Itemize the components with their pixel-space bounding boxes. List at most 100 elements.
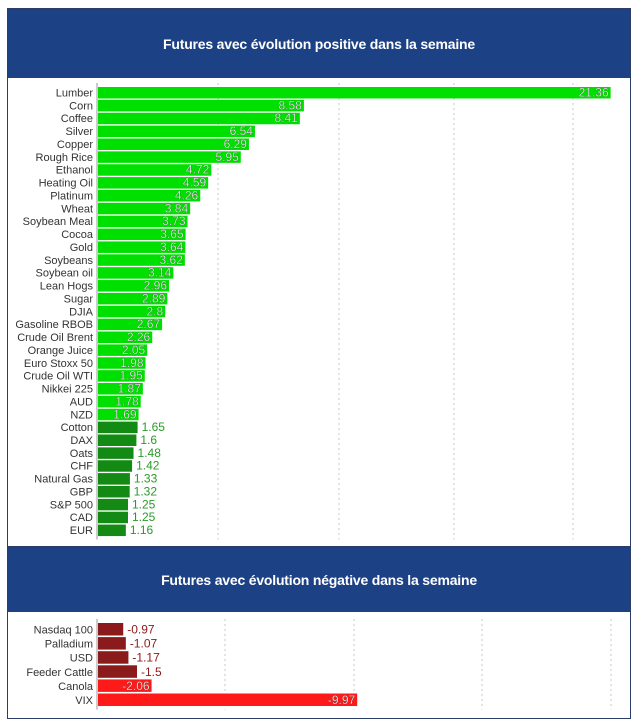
category-label-crude-oil-brent: Crude Oil Brent (17, 332, 93, 344)
value-label-gold: 3.64 (160, 240, 184, 254)
bar-natural-gas (98, 473, 130, 485)
negative-title-banner: Futures avec évolution négative dans la … (8, 548, 630, 612)
value-label-heating-oil: 4.59 (183, 176, 207, 190)
category-label-chf: CHF (70, 461, 93, 473)
value-label-chf: 1.42 (136, 459, 160, 473)
bar-canola (98, 679, 152, 692)
value-label-djia: 2.8 (147, 304, 164, 318)
bar-gbp (98, 485, 130, 498)
category-label-palladium: Palladium (45, 639, 93, 651)
bar-sugar (98, 292, 168, 305)
bar-usd (98, 651, 129, 664)
value-label-vix: -9.97 (328, 693, 356, 707)
value-label-soybean-oil: 3.14 (148, 266, 172, 280)
bar-dax (98, 434, 137, 446)
value-label-coffee: 8.41 (274, 111, 298, 125)
value-label-gbp: 1.32 (134, 484, 158, 498)
category-label-eur: EUR (70, 525, 93, 537)
negative-panel: Futures avec évolution négative dans la … (7, 547, 631, 719)
bar-nikkei-225 (98, 383, 143, 395)
bar-silver (98, 125, 255, 138)
value-label-cotton: 1.65 (142, 420, 166, 434)
value-label-soybean-meal: 3.73 (162, 214, 186, 228)
bar-soybeans (98, 254, 185, 266)
value-label-palladium: -1.07 (130, 637, 158, 651)
category-label-orange-juice: Orange Juice (28, 345, 93, 357)
value-label-euro-stoxx-50: 1.98 (120, 356, 144, 370)
value-label-copper: 6.29 (224, 137, 248, 151)
value-label-gasoline-rbob: 2.67 (137, 317, 161, 331)
value-label-lean-hogs: 2.96 (144, 279, 168, 293)
positive-title-banner: Futures avec évolution positive dans la … (8, 9, 630, 78)
category-label-nikkei-225: Nikkei 225 (42, 384, 93, 396)
category-label-sugar: Sugar (64, 293, 94, 305)
category-label-cocoa: Cocoa (61, 229, 94, 241)
category-label-feeder-cattle: Feeder Cattle (26, 667, 93, 679)
bar-copper (98, 138, 249, 150)
bar-wheat (98, 202, 191, 215)
bar-djia (98, 305, 166, 318)
category-label-gbp: GBP (70, 486, 93, 498)
bar-soybean-meal (98, 215, 188, 228)
value-label-canola: -2.06 (122, 679, 150, 693)
bar-coffee (98, 112, 300, 125)
value-label-oats: 1.48 (138, 446, 162, 460)
positive-bar-chart: Lumber 21.36 Corn 8.58 Coffee 8.41 Silver 6.54 C… (15, 83, 611, 540)
bar-aud (98, 395, 141, 408)
value-label-lumber: 21.36 (579, 86, 609, 100)
bar-euro-stoxx-50 (98, 357, 146, 369)
negative-title: Futures avec évolution négative dans la … (161, 572, 477, 588)
category-label-copper: Copper (57, 139, 93, 151)
bar-eur (98, 524, 126, 537)
value-label-sugar: 2.89 (142, 291, 166, 305)
bar-gasoline-rbob (98, 318, 163, 331)
category-label-heating-oil: Heating Oil (39, 178, 93, 190)
value-label-cad: 1.25 (132, 510, 156, 524)
value-label-crude-oil-brent: 2.26 (127, 330, 151, 344)
bar-lumber (98, 87, 611, 99)
bar-soybean-oil (98, 267, 174, 279)
category-label-djia: DJIA (69, 306, 94, 318)
category-label-aud: AUD (70, 396, 93, 408)
value-label-natural-gas: 1.33 (134, 472, 158, 486)
bar-crude-oil-brent (98, 331, 153, 344)
bar-heating-oil (98, 177, 209, 189)
bar-crude-oil-wti (98, 370, 145, 382)
value-label-rough-rice: 5.95 (215, 150, 239, 164)
bar-nasdaq-100 (98, 623, 124, 636)
category-label-nzd: NZD (70, 409, 93, 421)
value-label-wheat: 3.84 (165, 201, 189, 215)
value-label-corn: 8.58 (279, 98, 303, 112)
value-label-crude-oil-wti: 1.95 (119, 369, 143, 383)
bar-cotton (98, 421, 138, 434)
category-label-lean-hogs: Lean Hogs (40, 281, 94, 293)
bar-palladium (98, 637, 126, 650)
value-label-orange-juice: 2.05 (122, 343, 146, 357)
bar-chf (98, 460, 133, 472)
category-label-natural-gas: Natural Gas (34, 474, 93, 486)
category-label-corn: Corn (69, 100, 93, 112)
category-label-soybean-oil: Soybean oil (36, 268, 94, 280)
bar-cocoa (98, 228, 186, 241)
category-label-crude-oil-wti: Crude Oil WTI (23, 371, 93, 383)
positive-title: Futures avec évolution positive dans la … (163, 35, 475, 52)
bar-platinum (98, 189, 201, 202)
negative-bar-chart: Nasdaq 100 -0.97 Palladium -1.07 USD -1.17 Fee… (26, 619, 612, 710)
value-label-feeder-cattle: -1.5 (141, 665, 162, 679)
category-label-euro-stoxx-50: Euro Stoxx 50 (24, 358, 93, 370)
bar-gold (98, 241, 186, 253)
value-label-s-p-500: 1.25 (132, 497, 156, 511)
category-label-oats: Oats (70, 448, 94, 460)
bar-nzd (98, 408, 139, 421)
bar-corn (98, 99, 304, 112)
category-label-nasdaq-100: Nasdaq 100 (34, 625, 93, 637)
positive-panel: Futures avec évolution positive dans la … (7, 8, 631, 547)
value-label-cocoa: 3.65 (160, 227, 184, 241)
bar-lean-hogs (98, 280, 170, 292)
bar-s-p-500 (98, 498, 128, 511)
category-label-usd: USD (70, 653, 93, 665)
category-label-cad: CAD (70, 512, 93, 524)
category-label-rough-rice: Rough Rice (36, 152, 93, 164)
value-label-nikkei-225: 1.87 (118, 382, 142, 396)
bar-cad (98, 511, 128, 524)
